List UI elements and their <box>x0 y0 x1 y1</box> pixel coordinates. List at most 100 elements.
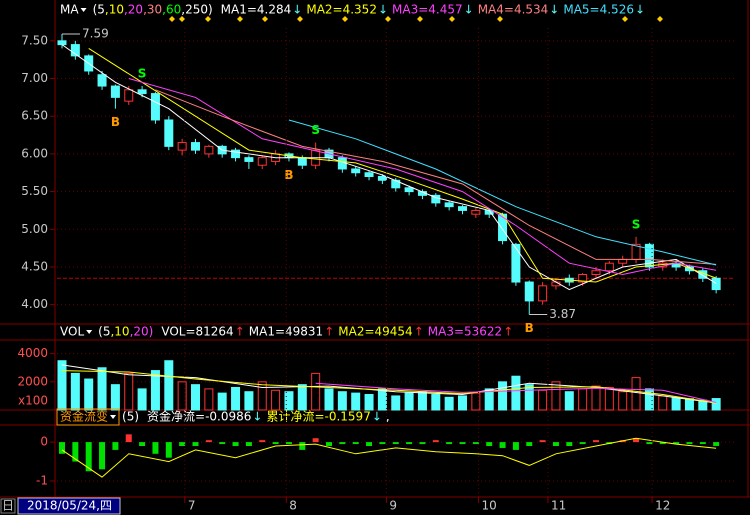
ma-line <box>61 44 717 291</box>
candle-body <box>511 243 521 283</box>
volume-bar <box>431 394 441 411</box>
indicator-param: ,10 <box>110 325 129 339</box>
flow-bar <box>312 438 319 443</box>
trend-arrow: ↑ <box>414 325 424 339</box>
flow-bar <box>713 442 720 446</box>
flow-bar <box>326 442 332 446</box>
candle-body <box>137 89 147 95</box>
signal-diamond <box>237 16 243 22</box>
volume-bar <box>337 391 347 411</box>
flow-bar <box>552 442 559 446</box>
dropdown-arrow <box>80 8 87 12</box>
flow-bar <box>579 442 586 445</box>
volume-bar <box>324 388 334 411</box>
flow-bar <box>192 442 199 446</box>
volume-bar <box>658 395 668 411</box>
volume-bar <box>204 388 214 411</box>
candle-body <box>70 44 80 57</box>
candle-body <box>204 145 214 155</box>
trend-arrow: ↑ <box>324 325 334 339</box>
legend-value: 累计净流=-0.1597 <box>266 410 370 424</box>
signal-diamond <box>262 16 268 22</box>
candle-body <box>538 285 548 302</box>
flow-bar <box>139 442 146 446</box>
dropdown-arrow <box>86 330 93 334</box>
indicator-param: ,20 <box>124 3 143 17</box>
y-tick-label: 2000 <box>17 374 48 388</box>
legend-value: MA4=4.534 <box>478 3 549 17</box>
volume-bar <box>311 372 321 411</box>
candle-body <box>444 202 454 208</box>
volume-bar <box>217 392 227 411</box>
volume-bar <box>711 398 721 411</box>
low-label: 3.87 <box>549 307 576 321</box>
month-label: 8 <box>289 499 297 513</box>
flow-bar <box>486 442 493 446</box>
candle-body <box>644 243 654 268</box>
legend-value: MA3=4.457 <box>392 3 463 17</box>
legend-value: VOL=81264 <box>161 325 233 339</box>
volume-bar <box>271 389 281 411</box>
candle-body <box>57 40 67 46</box>
volume-bar <box>538 389 548 411</box>
flow-bar <box>205 440 212 443</box>
indicator-box <box>56 408 120 426</box>
ma-line <box>128 78 717 276</box>
candle-body <box>458 206 467 211</box>
volume-bar <box>364 394 374 411</box>
flow-bar <box>566 442 573 446</box>
y-tick-label: 4.50 <box>21 259 48 273</box>
candle-body <box>404 187 414 193</box>
flow-bar <box>512 442 519 450</box>
signal-diamond <box>342 16 348 22</box>
candle-body <box>578 274 588 283</box>
flow-bar <box>125 434 132 443</box>
trend-arrow: ↓ <box>635 3 645 17</box>
volume-bar <box>498 381 508 411</box>
volume-bar <box>471 392 481 411</box>
cursor-box <box>17 497 121 515</box>
volume-bar <box>177 381 187 411</box>
candle-body <box>377 176 387 181</box>
signal-diamond <box>657 16 663 22</box>
flow-bar <box>165 442 172 458</box>
volume-bar <box>404 392 414 411</box>
cursor-date: 2018/05/24,四 <box>27 499 112 513</box>
month-label: 11 <box>551 499 566 513</box>
month-label: 12 <box>655 499 670 513</box>
flow-bar <box>339 442 346 445</box>
signal-diamond <box>622 16 628 22</box>
signal-diamonds <box>169 16 663 22</box>
y-tick-label: 7.00 <box>21 71 48 85</box>
volume-bar <box>604 386 614 411</box>
trend-arrow: ↑ <box>503 325 513 339</box>
volume-bar <box>150 370 160 411</box>
flow-bar <box>673 442 680 445</box>
flow-bar <box>459 442 466 445</box>
y-tick-label: 4.00 <box>21 297 48 311</box>
flow-bar <box>272 442 279 445</box>
trade-signal: S <box>632 217 641 231</box>
flow-bar <box>446 442 453 445</box>
volume-bar <box>524 384 534 411</box>
volume-bar <box>297 384 307 411</box>
flow-bar <box>245 442 252 446</box>
unit-label: x100 <box>18 394 48 408</box>
flow-bar <box>539 440 546 443</box>
candle-body <box>164 119 174 147</box>
volume-bar <box>458 395 467 411</box>
indicator-param: ,60 <box>162 3 181 17</box>
header-tail: , <box>386 410 390 424</box>
candle-body <box>297 157 307 166</box>
indicator-param: (5 <box>98 325 110 339</box>
flow-bar <box>352 442 359 445</box>
volume-bar <box>564 391 574 411</box>
legend-value: MA2=49454 <box>338 325 412 339</box>
y-tick-label: 5.00 <box>21 222 48 236</box>
flow-bar <box>99 442 106 470</box>
frame <box>0 0 750 498</box>
indicator-param: (5) <box>122 410 139 424</box>
trend-arrow: ↓ <box>464 3 474 17</box>
